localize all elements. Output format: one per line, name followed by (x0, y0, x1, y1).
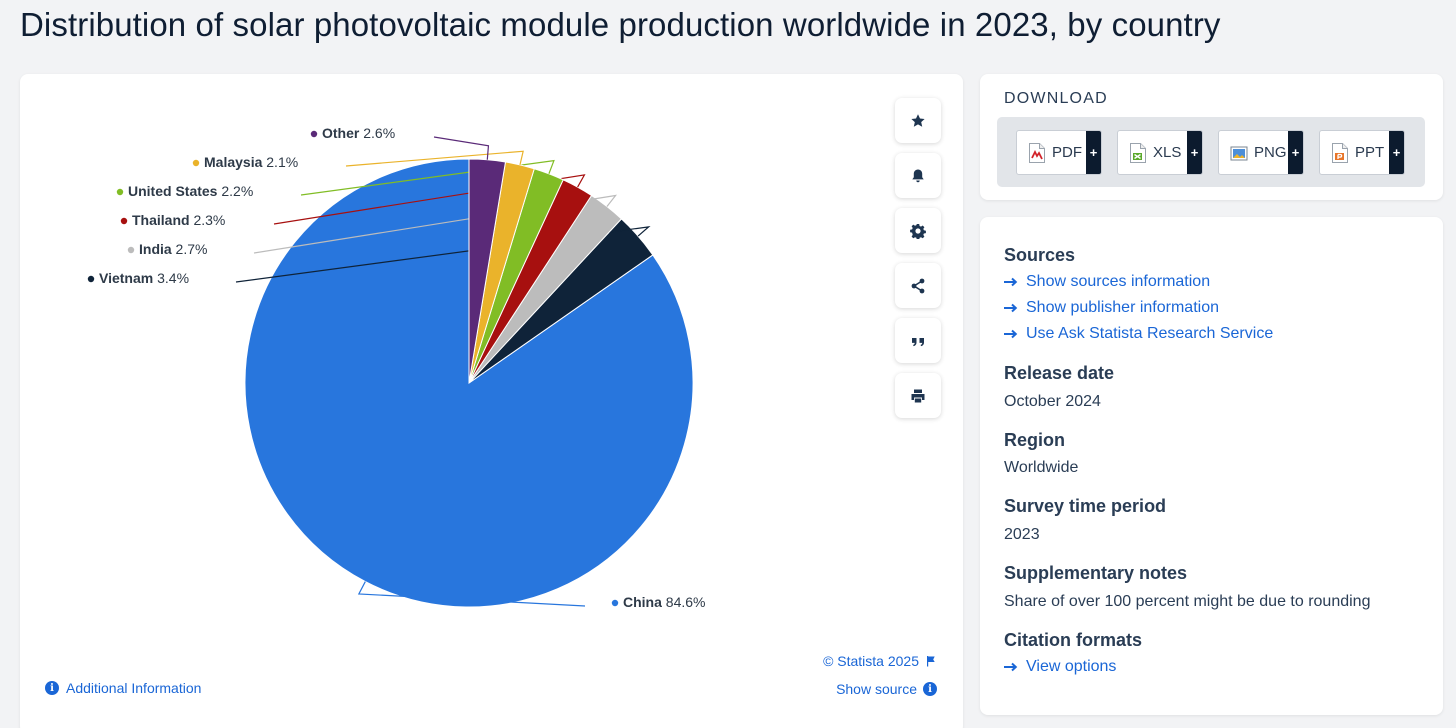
label-bullet (192, 159, 200, 167)
sources-heading: Sources (1004, 245, 1076, 265)
chart-card: China 84.6% Vietnam 3.4% India 2.7% Thailan… (20, 74, 963, 728)
pdf-file-icon (1029, 142, 1045, 163)
download-xls-button[interactable]: XLS + (1117, 130, 1203, 175)
show-source-link[interactable]: Show source i (836, 681, 937, 697)
connector-line (253, 194, 617, 254)
ask-statista-link[interactable]: Use Ask Statista Research Service (1004, 325, 1273, 343)
quote-icon (912, 337, 924, 346)
pie-slice-china[interactable] (244, 158, 694, 608)
label-bullet (127, 246, 135, 254)
data-label: China 84.6% (623, 594, 705, 610)
download-buttons: PDF + XLS + PNG + PPT + (997, 117, 1425, 187)
show-publisher-link[interactable]: Show publisher information (1004, 299, 1219, 317)
info-icon: i (923, 682, 937, 696)
png-label: PNG (1254, 144, 1287, 161)
ppt-label: PPT (1355, 144, 1385, 161)
plus-icon: + (1288, 131, 1303, 174)
page-title: Distribution of solar photovoltaic modul… (20, 6, 1221, 43)
ask-statista-label: Use Ask Statista Research Service (1026, 325, 1274, 342)
pie-chart: China 84.6% Vietnam 3.4% India 2.7% Thailan… (87, 125, 705, 610)
favorite-button[interactable] (895, 98, 941, 143)
print-button[interactable] (895, 373, 941, 418)
ppt-file-icon (1332, 142, 1348, 163)
share-icon (911, 278, 925, 293)
arrow-right-icon (1004, 329, 1018, 339)
show-sources-label: Show sources information (1026, 273, 1211, 290)
label-bullet (120, 217, 128, 225)
arrow-right-icon (1004, 303, 1018, 313)
connector-line (433, 136, 490, 160)
flag-icon (927, 656, 935, 667)
arrow-right-icon (1004, 662, 1018, 672)
survey-period-heading: Survey time period (1004, 496, 1167, 516)
info-icon: i (45, 681, 59, 695)
data-label: Thailand 2.3% (132, 212, 225, 228)
data-label: Malaysia 2.1% (204, 154, 298, 170)
data-label: India 2.7% (139, 241, 207, 257)
statistic-details-panel: Sources Show sources information Show pu… (980, 217, 1443, 715)
data-label: United States 2.2% (128, 183, 253, 199)
credit-text: © Statista 2025 (823, 653, 919, 669)
region-heading: Region (1004, 430, 1065, 450)
label-bullet (87, 275, 95, 283)
show-sources-link[interactable]: Show sources information (1004, 273, 1210, 291)
plus-icon: + (1086, 131, 1101, 174)
label-bullet (310, 130, 318, 138)
show-source-label: Show source (836, 681, 917, 697)
bell-icon (912, 169, 924, 182)
supplementary-notes-heading: Supplementary notes (1004, 563, 1188, 583)
data-label: Other 2.6% (322, 125, 395, 141)
connector-line (357, 581, 586, 607)
additional-information-label: Additional Information (66, 680, 202, 696)
statista-credit[interactable]: © Statista 2025 (823, 653, 937, 669)
star-icon (911, 113, 925, 127)
region-value: Worldwide (1004, 459, 1079, 476)
download-ppt-button[interactable]: PPT + (1319, 130, 1405, 175)
view-options-label: View options (1026, 658, 1117, 675)
xls-label: XLS (1153, 144, 1182, 161)
additional-information-link[interactable]: i Additional Information (45, 680, 201, 696)
download-title: DOWNLOAD (1004, 90, 1108, 107)
label-bullet (116, 188, 124, 196)
pdf-label: PDF (1052, 144, 1082, 161)
print-icon (911, 389, 925, 402)
download-panel: DOWNLOAD PDF + XLS + PNG + PPT + (980, 74, 1443, 200)
gear-icon (910, 223, 926, 239)
download-png-button[interactable]: PNG + (1218, 130, 1304, 175)
connector-line (345, 150, 524, 167)
connector-line (235, 226, 651, 283)
chart-toolbar (895, 98, 941, 418)
release-date-heading: Release date (1004, 363, 1115, 383)
plus-icon: + (1389, 131, 1404, 174)
citation-formats-heading: Citation formats (1004, 630, 1143, 650)
label-bullet (611, 599, 619, 607)
plus-icon: + (1187, 131, 1202, 174)
data-label: Vietnam 3.4% (99, 270, 189, 286)
notification-button[interactable] (895, 153, 941, 198)
arrow-right-icon (1004, 277, 1018, 287)
download-pdf-button[interactable]: PDF + (1016, 130, 1102, 175)
settings-button[interactable] (895, 208, 941, 253)
survey-period-value: 2023 (1004, 526, 1040, 543)
xls-file-icon (1130, 142, 1146, 163)
view-options-link[interactable]: View options (1004, 658, 1116, 676)
cite-button[interactable] (895, 318, 941, 363)
connector-line (300, 159, 555, 196)
connector-line (273, 174, 586, 225)
supplementary-notes-value: Share of over 100 percent might be due t… (1004, 593, 1371, 610)
show-publisher-label: Show publisher information (1026, 299, 1219, 316)
share-button[interactable] (895, 263, 941, 308)
png-file-icon (1230, 146, 1248, 160)
release-date-value: October 2024 (1004, 393, 1101, 410)
